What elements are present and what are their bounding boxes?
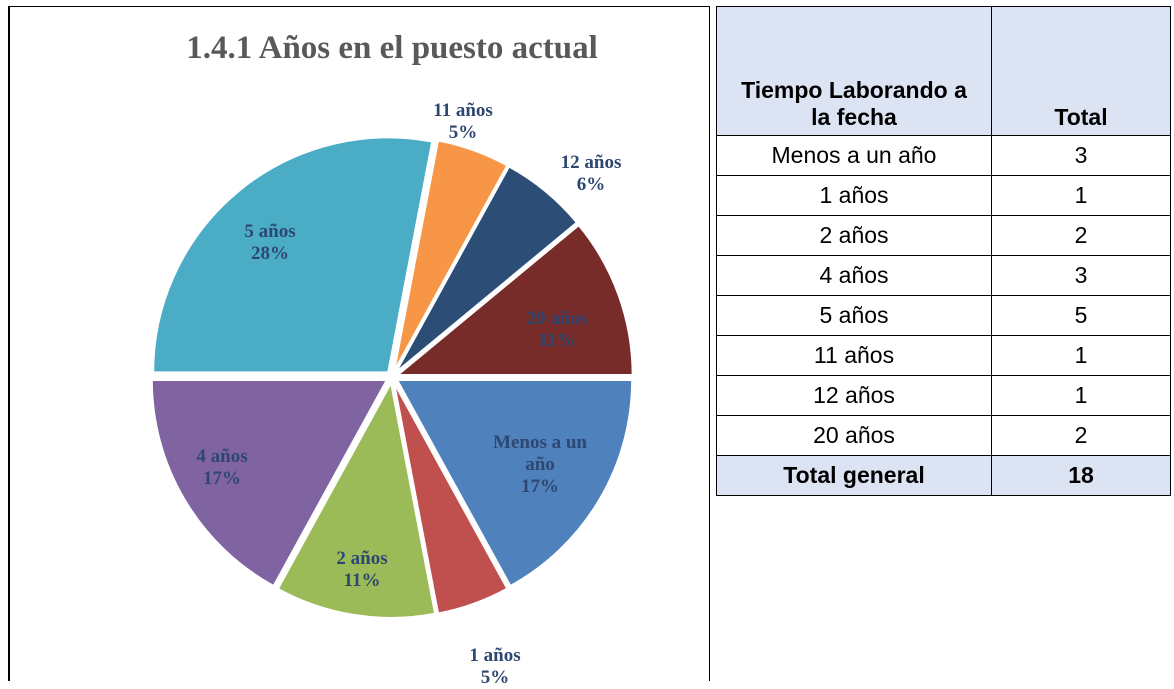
data-label: 2 años 11% — [302, 548, 422, 592]
label-category: 1 años — [469, 645, 521, 666]
table-cell: 1 años — [716, 175, 992, 216]
table-cell: 2 — [991, 215, 1171, 256]
table-cell: 1 — [991, 335, 1171, 376]
label-value: 5% — [480, 667, 510, 688]
data-label: 1 años 5% — [435, 645, 555, 689]
table-cell: 3 — [991, 255, 1171, 296]
table-row: Menos a un año 3 — [716, 135, 1171, 176]
header-cell: Tiempo Laborando a la fecha — [716, 6, 992, 136]
pie-slice — [394, 165, 579, 374]
label-value: 6% — [576, 174, 606, 195]
header-cell: Total — [991, 6, 1171, 136]
label-value: 17% — [203, 468, 241, 489]
table-cell: 20 años — [716, 415, 992, 456]
label-value: 28% — [251, 243, 289, 264]
table-row: 11 años 1 — [716, 335, 1171, 376]
pie-slice — [152, 136, 434, 374]
total-row: Total general 18 — [716, 455, 1171, 496]
pie-slice — [150, 379, 389, 588]
table-cell: 5 años — [716, 295, 992, 336]
table-cell: 2 — [991, 415, 1171, 456]
table-cell: Total general — [716, 455, 992, 496]
table-row: 20 años 2 — [716, 415, 1171, 456]
table-cell: 1 — [991, 375, 1171, 416]
data-label: 5 años 28% — [210, 221, 330, 265]
table-cell: 4 años — [716, 255, 992, 296]
pie-slice — [394, 223, 634, 376]
chart-area — [8, 6, 710, 681]
data-label: 11 años 5% — [403, 100, 523, 144]
data-label: 20 años 11% — [497, 308, 617, 352]
table-cell: 12 años — [716, 375, 992, 416]
label-category: 20 años — [526, 308, 588, 329]
label-value: 5% — [448, 122, 478, 143]
label-category: 4 años — [196, 446, 248, 467]
data-table: Tiempo Laborando a la fecha Total Menos … — [716, 6, 1171, 496]
table-row: 4 años 3 — [716, 255, 1171, 296]
table-cell: 11 años — [716, 335, 992, 376]
chart — [150, 136, 634, 619]
table-cell: 1 — [991, 175, 1171, 216]
label-category: Menos a un año — [493, 432, 587, 475]
table-cell: Menos a un año — [716, 135, 992, 176]
label-category: 2 años — [336, 548, 388, 569]
pie-slice — [393, 139, 509, 372]
label-value: 11% — [343, 570, 381, 591]
data-label: 4 años 17% — [162, 446, 282, 490]
table-row: 2 años 2 — [716, 215, 1171, 256]
label-value: 17% — [521, 476, 559, 497]
label-category: 5 años — [244, 221, 296, 242]
label-category: 12 años — [560, 152, 622, 173]
pie-slice — [276, 380, 437, 619]
table-cell: 2 años — [716, 215, 992, 256]
header-row: Tiempo Laborando a la fecha Total — [716, 6, 1171, 136]
pie-slice — [395, 379, 634, 588]
data-label: 12 años 6% — [531, 152, 651, 196]
table-cell: 5 — [991, 295, 1171, 336]
data-label: Menos a un año 17% — [480, 432, 600, 498]
table-row: 5 años 5 — [716, 295, 1171, 336]
table-cell: 3 — [991, 135, 1171, 176]
table-row: 12 años 1 — [716, 375, 1171, 416]
label-value: 11% — [538, 330, 576, 351]
pie-slice — [393, 382, 509, 615]
table-row: 1 años 1 — [716, 175, 1171, 216]
chart-title: 1.4.1 Años en el puesto actual — [186, 30, 598, 66]
table-cell: 18 — [991, 455, 1171, 496]
label-category: 11 años — [433, 100, 493, 121]
